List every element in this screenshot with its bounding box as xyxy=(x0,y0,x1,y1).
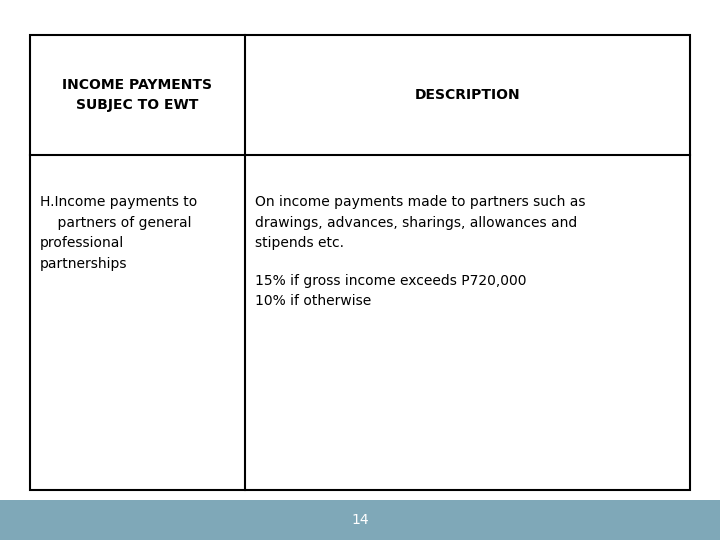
Text: H.Income payments to
    partners of general
professional
partnerships: H.Income payments to partners of general… xyxy=(40,195,197,271)
Bar xyxy=(30,35,690,490)
Text: INCOME PAYMENTS
SUBJEC TO EWT: INCOME PAYMENTS SUBJEC TO EWT xyxy=(63,78,212,112)
Bar xyxy=(30,35,690,490)
Text: 15% if gross income exceeds P720,000
10% if otherwise: 15% if gross income exceeds P720,000 10%… xyxy=(255,274,526,308)
Text: On income payments made to partners such as
drawings, advances, sharings, allowa: On income payments made to partners such… xyxy=(255,195,585,250)
Text: DESCRIPTION: DESCRIPTION xyxy=(415,88,521,102)
Bar xyxy=(0,500,720,540)
Text: 14: 14 xyxy=(351,513,369,527)
